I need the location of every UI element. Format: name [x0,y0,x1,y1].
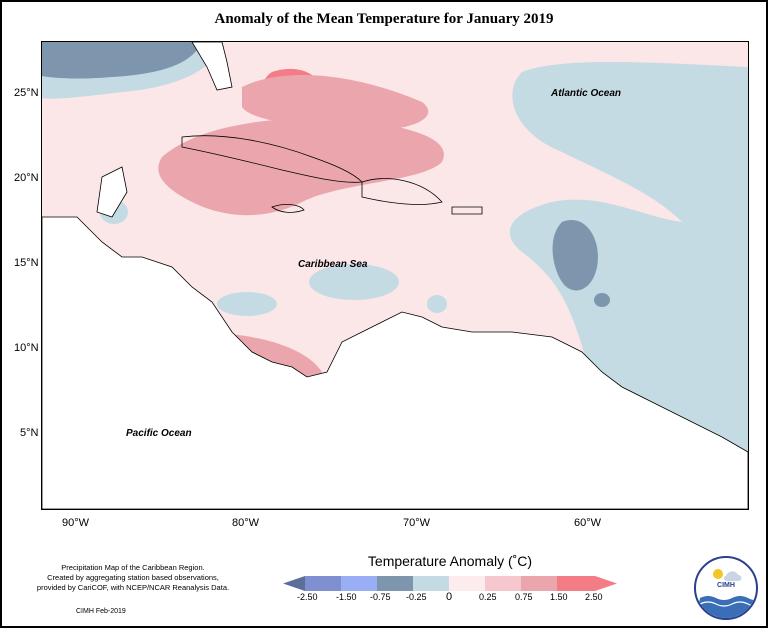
lat-label: 5°N [20,427,39,439]
caribbean-sea-label: Caribbean Sea [298,259,368,270]
legend-swatch [377,576,413,591]
lon-label: 80°W [232,517,260,529]
cimh-logo-text: CIMH [717,582,735,589]
legend-swatch [413,576,449,591]
map-description-line: Precipitation Map of the Caribbean Regio… [61,563,205,572]
anomaly-area-caribbean-blue-2 [217,292,277,316]
legend-swatch [521,576,557,591]
legend-tick: 1.50 [550,592,568,602]
legend-swatch [485,576,521,591]
legend-tick: -0.75 [370,592,391,602]
legend-swatch [283,576,305,591]
cimh-logo: CIMH [694,556,758,620]
anomaly-area-small-blue [594,293,610,307]
anomaly-area-caribbean-blue [309,264,399,300]
anomaly-area-bahamas-warm [242,75,429,131]
pacific-ocean-label: Pacific Ocean [126,428,192,439]
legend-swatch [595,576,617,591]
lon-label: 60°W [574,517,602,529]
map-canvas [42,42,748,509]
legend-swatch [341,576,377,591]
legend-swatch [305,576,341,591]
central-south-america-land [42,216,748,509]
yucatan-land [96,166,128,218]
lat-label: 15°N [14,257,39,269]
anomaly-area-atlantic-light-blue [509,62,748,509]
atlantic-ocean-label: Atlantic Ocean [551,88,622,99]
florida-land [191,42,233,91]
map-title: Anomaly of the Mean Temperature for Janu… [214,11,554,27]
legend-tick: 0.25 [479,592,497,602]
map-description: Precipitation Map of the Caribbean Regio… [18,563,248,593]
anomaly-area-gulf-blue [42,42,202,79]
puerto-rico-outline [451,206,483,215]
lat-label: 20°N [14,172,39,184]
map-description-line: provided by CariCOF, with NCEP/NCAR Rean… [36,583,230,592]
legend-title: Temperature Anomaly (˚C) [367,553,533,569]
legend-colorbar [283,576,617,591]
legend-tick: 2.50 [585,592,603,602]
map-description-line: Created by aggregating station based obs… [47,573,219,582]
legend-tick: -1.50 [336,592,357,602]
legend-tick: 0 [446,591,453,603]
cloud-icon [723,571,742,581]
legend-tick: 0.75 [515,592,533,602]
legend-swatch [557,576,595,591]
jamaica-outline [271,204,305,213]
sun-icon [713,569,723,579]
anomaly-area-caribbean-blue-3 [427,295,447,313]
legend-tick: -2.50 [297,592,318,602]
anomaly-area-cuba-warm [158,118,444,216]
hispaniola-outline [361,178,443,205]
legend-tick: -0.25 [406,592,427,602]
lat-label: 25°N [14,87,39,99]
legend-swatch [449,576,485,591]
anomaly-map [41,41,749,510]
map-credit: CIMH Feb-2019 [76,608,126,615]
lon-label: 70°W [403,517,431,529]
lon-label: 90°W [62,517,90,529]
lat-label: 10°N [14,342,39,354]
anomaly-area-lesser-antilles-blue [552,220,598,291]
